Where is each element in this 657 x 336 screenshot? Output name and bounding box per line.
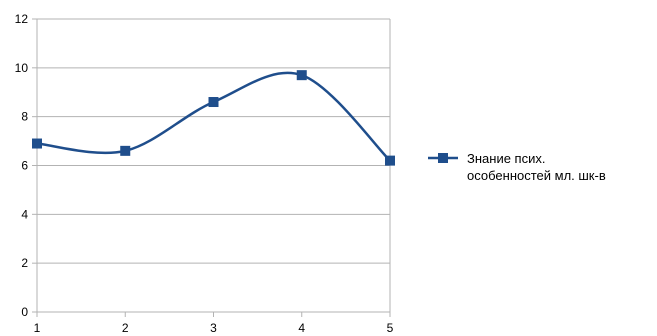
x-tick-label: 5 [387, 321, 394, 335]
legend-label-line: Знание псих. [467, 151, 545, 166]
axes [32, 18, 391, 317]
x-tick-label: 3 [210, 321, 217, 335]
data-point-marker-x5 [385, 155, 395, 166]
data-point-marker-x3 [208, 97, 219, 108]
y-axis-tick-labels: 0 2 4 6 8 10 12 [15, 12, 29, 319]
y-tick-label: 10 [15, 61, 29, 75]
data-point-marker-x1 [32, 138, 42, 149]
x-tick-label: 1 [34, 321, 41, 335]
x-tick-label: 2 [122, 321, 129, 335]
legend-label-line: особенностей мл. шк-в [467, 168, 606, 183]
y-tick-label: 12 [15, 12, 29, 26]
x-axis-tick-labels: 1 2 3 4 5 [34, 321, 394, 335]
y-tick-label: 2 [21, 256, 28, 270]
data-point-marker-x2 [120, 145, 131, 156]
y-tick-label: 6 [21, 159, 28, 173]
y-tick-label: 0 [21, 305, 28, 319]
grid-lines [37, 18, 390, 264]
x-tick-label: 4 [298, 321, 305, 335]
series-line-group [32, 70, 395, 166]
y-tick-label: 4 [21, 207, 28, 221]
legend: Знание псих. особенностей мл. шк-в [428, 151, 606, 183]
legend-marker-swatch [438, 153, 448, 163]
data-point-marker-x4 [296, 70, 307, 81]
y-tick-label: 8 [21, 110, 28, 124]
